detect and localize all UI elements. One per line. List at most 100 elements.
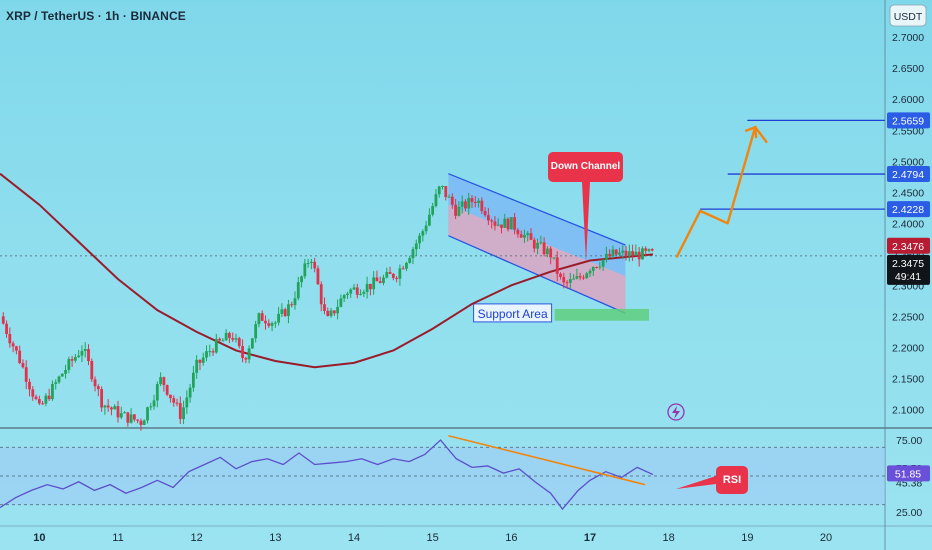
candle-body	[634, 251, 638, 256]
candle-body	[355, 287, 359, 295]
price-tick-0: 2.7000	[892, 32, 924, 44]
candle-body	[568, 279, 572, 283]
down-channel-pointer	[582, 182, 590, 262]
candle-body	[116, 406, 120, 418]
candle-body	[234, 338, 238, 340]
lightning-icon[interactable]	[667, 403, 685, 421]
level-label-1: 2.4794	[892, 169, 924, 181]
rsi-callout-pointer	[676, 476, 716, 489]
price-tick-11: 2.1500	[892, 373, 924, 385]
candle-body	[231, 337, 235, 340]
rsi-tick-3: 25.00	[896, 507, 922, 519]
candle-body	[457, 206, 461, 216]
candle-body	[339, 298, 343, 307]
price-tick-5: 2.4500	[892, 187, 924, 199]
candle-body	[162, 377, 166, 386]
candle-body	[591, 266, 595, 271]
level-label-2: 2.4228	[892, 204, 924, 216]
candle-body	[424, 225, 428, 232]
candle-body	[647, 249, 651, 251]
candle-body	[54, 382, 58, 384]
rsi-line[interactable]	[0, 439, 654, 511]
candle-body	[431, 205, 435, 215]
candle-body	[559, 273, 562, 277]
candle-body	[395, 277, 399, 279]
candle-body	[323, 304, 326, 311]
candle-body	[450, 196, 454, 205]
support-area-label-box	[473, 303, 553, 323]
candle-body	[241, 346, 244, 359]
candle-body	[332, 310, 336, 314]
projection-path[interactable]	[675, 125, 768, 258]
candle-body	[83, 348, 87, 352]
candle-body	[306, 262, 310, 264]
candle-body	[64, 369, 67, 374]
candle-body	[637, 251, 641, 260]
currency-label: USDT	[894, 11, 923, 23]
candle-body	[362, 291, 366, 294]
candle-body	[129, 414, 133, 423]
candles-group	[1, 185, 654, 431]
rsi-trendline[interactable]	[448, 434, 646, 486]
candle-body	[221, 340, 225, 342]
candle-body	[70, 359, 74, 361]
channel-lower-shade	[448, 204, 626, 314]
candle-body	[47, 395, 51, 400]
channel-upper-line[interactable]	[448, 173, 626, 246]
time-tick-5: 15	[427, 532, 439, 544]
candle-body	[165, 385, 169, 395]
candle-body	[598, 266, 602, 268]
price-tick-6: 2.4000	[892, 218, 924, 230]
time-tick-9: 19	[741, 532, 753, 544]
candle-body	[575, 276, 579, 279]
candle-body	[257, 313, 261, 325]
candle-body	[198, 359, 202, 363]
candle-body	[280, 309, 284, 314]
candle-body	[51, 383, 54, 400]
candle-body	[437, 186, 441, 195]
candle-body	[401, 268, 405, 270]
candle-body	[67, 359, 71, 370]
currency-box[interactable]	[889, 4, 927, 27]
support-area-label: Support Area	[478, 307, 548, 321]
time-tick-1: 11	[112, 532, 123, 544]
rsi-value-label: 51.85	[895, 468, 921, 480]
candle-body	[595, 266, 598, 268]
candle-body	[90, 361, 94, 380]
candle-body	[152, 400, 156, 407]
candle-body	[34, 396, 38, 399]
support-area-box[interactable]	[554, 308, 649, 321]
candle-body	[277, 313, 281, 323]
candle-body	[486, 215, 490, 221]
candle-body	[539, 242, 543, 244]
candle-body	[532, 239, 536, 249]
candle-body	[44, 395, 48, 404]
channel-lower-line[interactable]	[448, 235, 626, 314]
candle-body	[585, 273, 589, 278]
candle-body	[270, 323, 274, 326]
candle-body	[293, 298, 297, 306]
candle-body	[342, 295, 346, 299]
candle-body	[244, 358, 248, 360]
price-tag-red	[887, 237, 930, 254]
candle-body	[28, 381, 31, 390]
candle-body	[119, 413, 123, 418]
candle-body	[464, 201, 467, 209]
countdown-label: 49:41	[895, 271, 921, 283]
candle-body	[454, 204, 458, 216]
candle-body	[5, 323, 8, 334]
candle-body	[77, 355, 81, 358]
time-tick-2: 12	[191, 532, 203, 544]
time-tick-3: 13	[269, 532, 281, 544]
candle-body	[73, 357, 77, 361]
candle-body	[336, 306, 340, 314]
candle-body	[201, 357, 205, 363]
candle-body	[470, 198, 474, 203]
candle-body	[352, 287, 356, 290]
candle-body	[513, 217, 517, 230]
candle-body	[169, 394, 172, 399]
candle-body	[37, 398, 41, 404]
candle-body	[506, 218, 510, 230]
lightning-icon-bolt	[672, 406, 680, 419]
